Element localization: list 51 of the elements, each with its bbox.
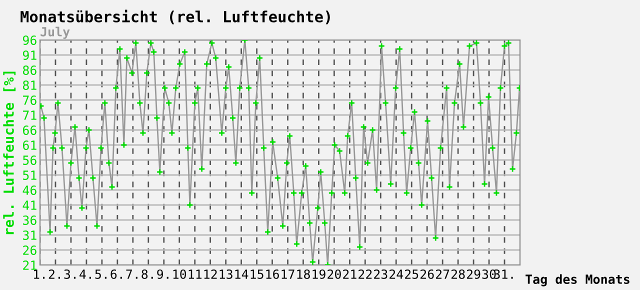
y-tick-label: 61 [22, 140, 36, 150]
x-tick-label: 1. [34, 270, 45, 279]
y-tick-label: 41 [22, 200, 36, 210]
x-tick-label: 2. [48, 269, 60, 279]
y-tick-label: 91 [22, 50, 36, 60]
y-tick-label: 46 [22, 186, 36, 195]
y-tick-label: 31 [23, 230, 36, 240]
x-tick-label: 5. [95, 270, 106, 279]
y-tick-label: 56 [23, 156, 36, 165]
x-tick-label: 20 [328, 269, 341, 279]
x-tick-label: 27 [436, 269, 450, 279]
y-tick-label: 76 [23, 96, 36, 105]
x-tick-label: 11 [188, 270, 202, 279]
x-tick-label: 8. [142, 269, 153, 279]
x-tick-label: 3. [64, 269, 76, 279]
y-tick-label: 86 [22, 66, 36, 75]
x-tick-label: 21 [343, 269, 356, 279]
x-tick-label: 28 [451, 269, 465, 279]
x-tick-label: 18 [297, 269, 310, 279]
y-tick-label: 96 [22, 36, 36, 45]
x-tick-label: 9. [157, 269, 168, 279]
x-tick-label: 30 [482, 269, 496, 279]
x-tick-label: 25 [405, 269, 418, 279]
x-tick-label: 17 [282, 270, 294, 279]
y-tick-label: 66 [22, 126, 36, 135]
x-tick-label: 24 [390, 269, 404, 279]
y-tick-label: 21 [23, 260, 36, 270]
x-tick-label: 6. [110, 269, 122, 279]
chart-title: Monatsübersicht (rel. Luftfeuchte) [20, 10, 330, 24]
y-tick-label: 26 [23, 246, 36, 255]
x-tick-label: 31. [494, 269, 513, 279]
x-tick-label: 19 [312, 269, 326, 279]
x-tick-label: 10 [173, 269, 186, 279]
x-tick-label: 15 [250, 270, 264, 279]
x-tick-label: 12 [204, 269, 217, 279]
x-tick-label: 16 [266, 269, 279, 279]
x-tick-label: 13 [220, 269, 232, 279]
y-tick-label: 36 [23, 216, 36, 225]
y-axis-title: rel. Luftfeuchte [%] [3, 72, 16, 234]
y-tick-label: 71 [23, 110, 36, 120]
x-tick-label: 23 [374, 269, 388, 279]
y-tick-label: 81 [22, 80, 36, 90]
x-axis-title: Tag des Monats [526, 274, 630, 286]
x-tick-label: 4. [80, 270, 91, 279]
x-tick-label: 29 [466, 269, 480, 279]
x-tick-label: 22 [358, 269, 372, 279]
y-tick-label: 51 [23, 170, 36, 180]
x-tick-label: 26 [420, 269, 434, 279]
x-tick-label: 14 [235, 270, 248, 279]
x-tick-label: 7. [126, 270, 138, 279]
chart-subtitle: July [40, 26, 70, 39]
